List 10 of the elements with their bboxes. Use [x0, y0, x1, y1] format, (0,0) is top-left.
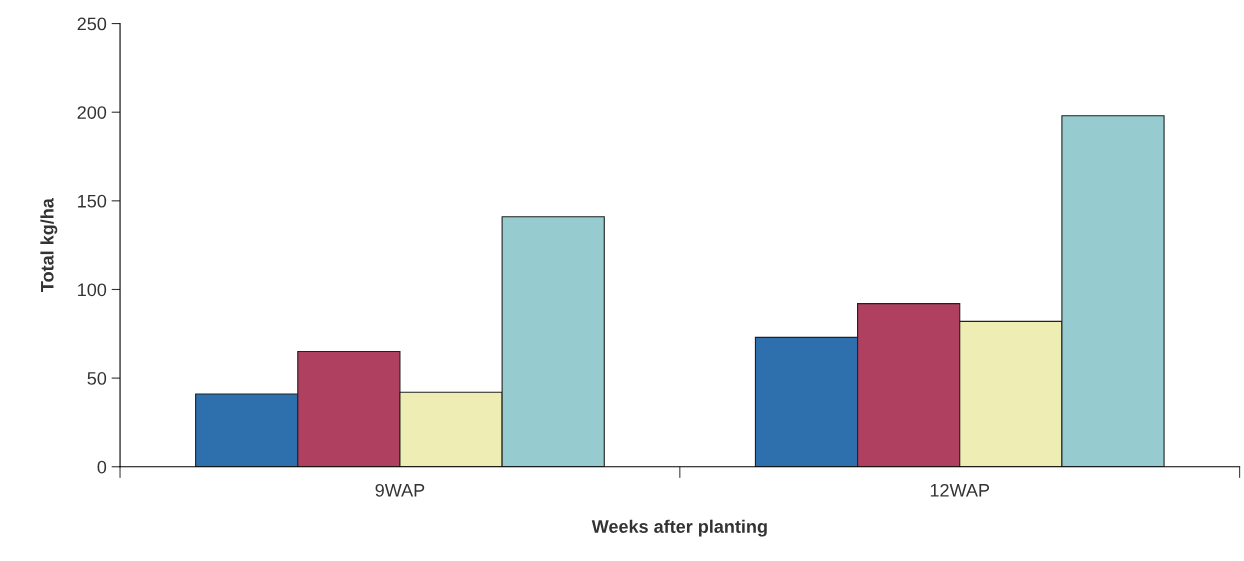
y-tick-label: 200: [77, 106, 107, 119]
y-tick-label: 50: [87, 372, 107, 385]
y-tick-label: 250: [77, 17, 107, 31]
x-tick-label: 9WAP: [375, 483, 425, 497]
x-axis-title: Weeks after planting: [591, 519, 767, 537]
x-tick-label: 12WAP: [930, 483, 990, 497]
y-tick-label: 0: [97, 460, 107, 474]
y-tick-label: 100: [78, 283, 107, 297]
y-axis-title: Total kg/ha: [40, 198, 58, 292]
y-tick-label: 150: [78, 194, 107, 208]
